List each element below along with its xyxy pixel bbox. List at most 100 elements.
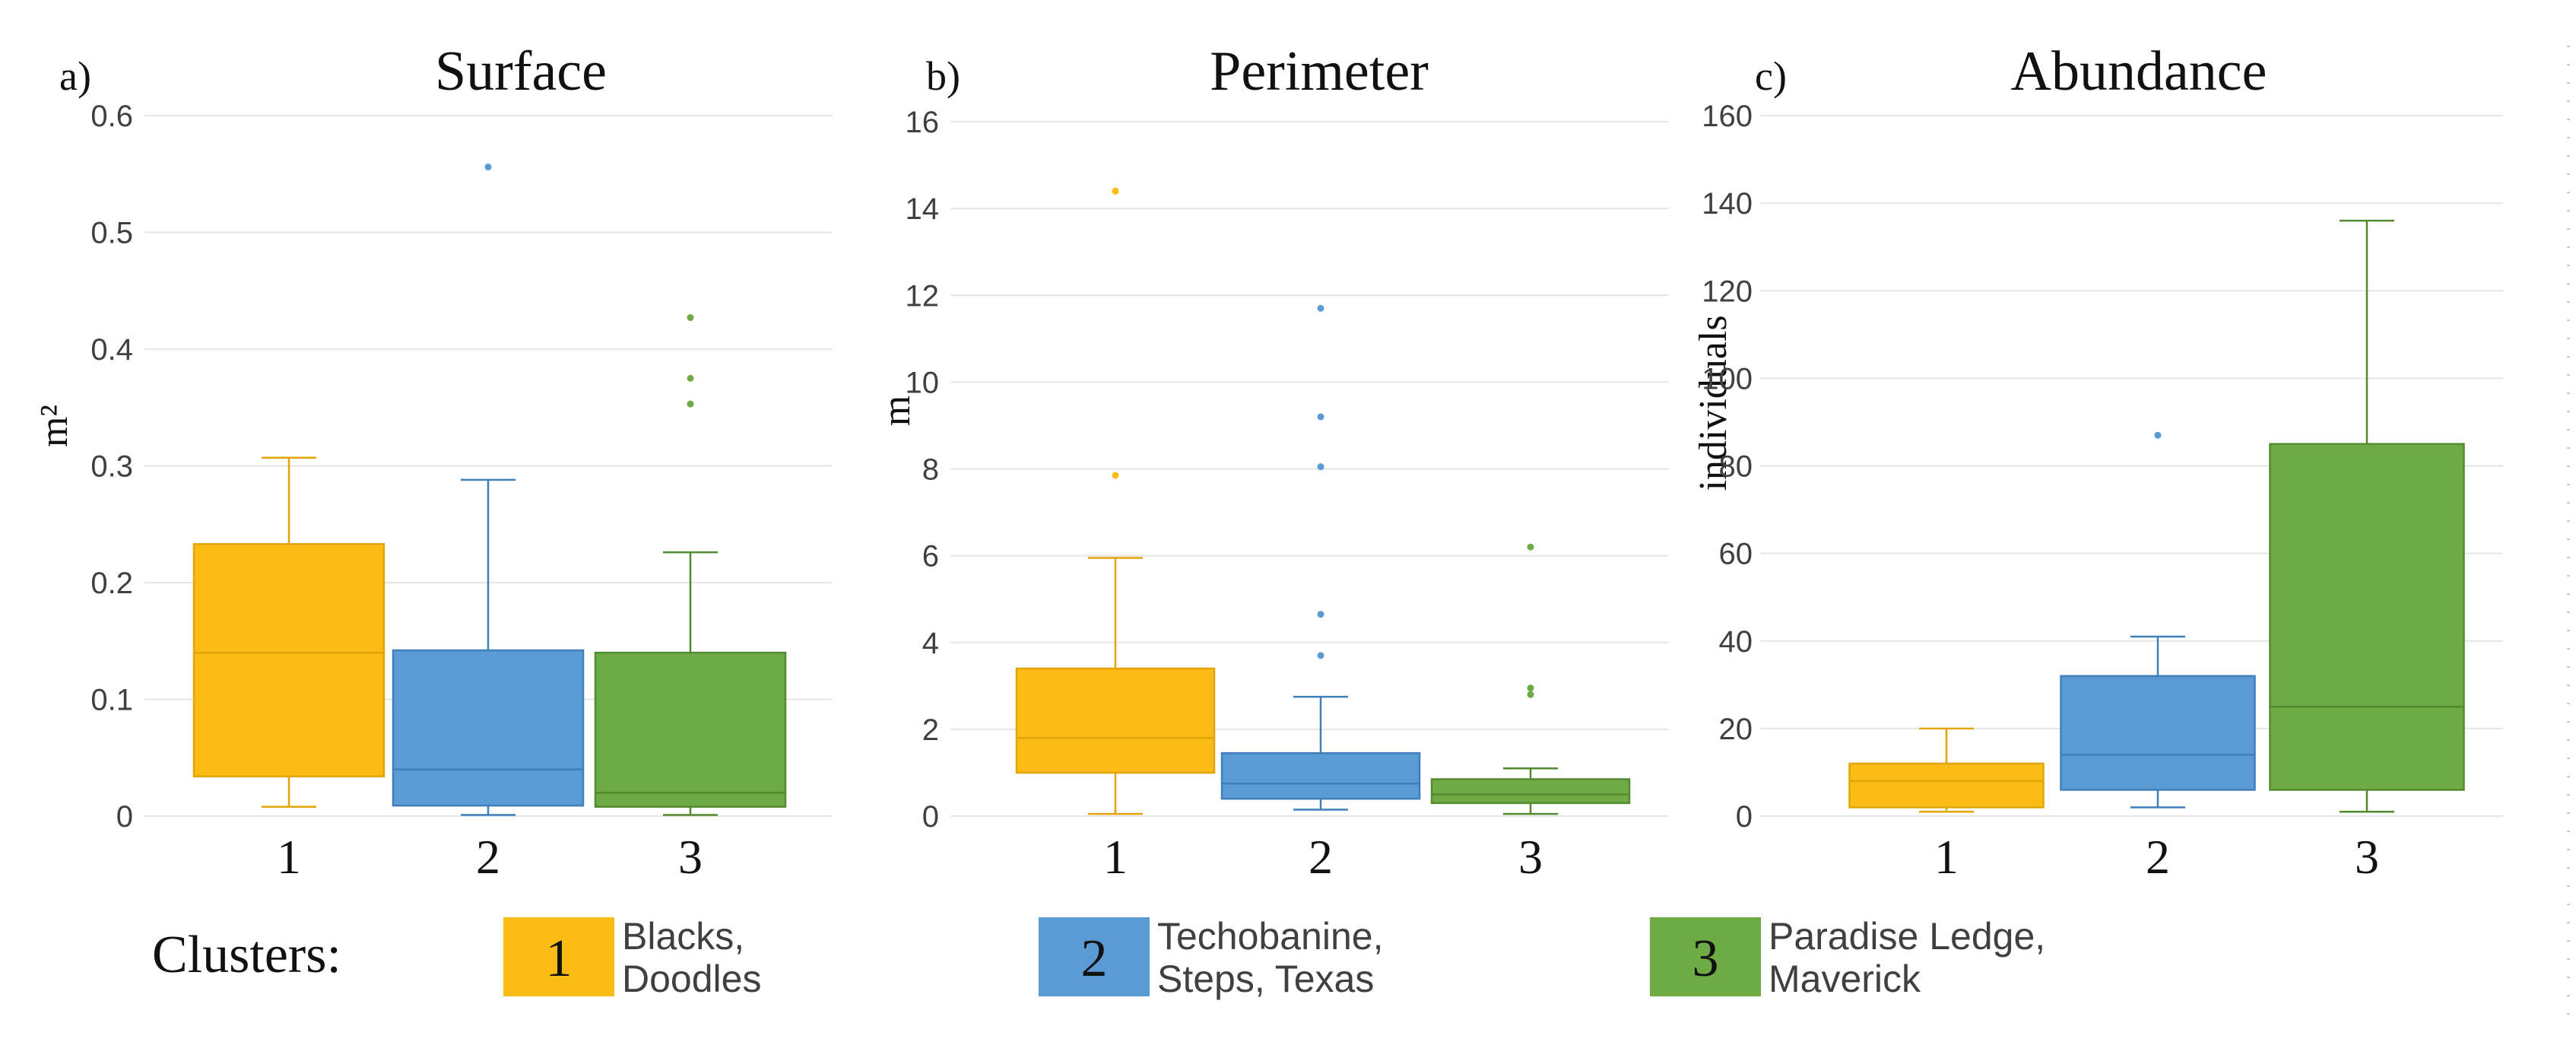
legend-label-line1: Blacks, xyxy=(622,915,744,958)
y-tick-label: 40 xyxy=(1719,625,1753,659)
outlier-point xyxy=(484,164,492,171)
box-iqr xyxy=(1430,778,1631,805)
y-tick-label: 120 xyxy=(1702,275,1753,308)
outlier-point xyxy=(1527,691,1534,698)
box-cluster-1 xyxy=(192,456,385,808)
outlier-point xyxy=(1527,685,1534,692)
legend-swatch-number: 3 xyxy=(1692,929,1719,988)
y-tick-label: 2 xyxy=(922,713,939,747)
outlier-point xyxy=(687,400,694,408)
y-tick-label: 20 xyxy=(1719,713,1753,746)
x-tick-label: 1 xyxy=(1103,830,1128,884)
legend-label-line1: Techobanine, xyxy=(1157,915,1383,958)
legend-swatch-number: 1 xyxy=(546,929,573,988)
box-cluster-1 xyxy=(1015,187,1216,815)
x-tick-labels: 1 2 3 xyxy=(277,830,703,884)
legend-title: Clusters: xyxy=(152,926,341,984)
legend-swatch-2 xyxy=(1039,917,1150,996)
outlier-point xyxy=(1317,652,1324,659)
y-tick-label: 0 xyxy=(922,800,939,834)
outlier-point xyxy=(1317,413,1324,421)
y-tick-label: 16 xyxy=(906,106,940,139)
y-tick-label: 0.5 xyxy=(90,217,133,250)
box-cluster-1 xyxy=(1848,727,2045,813)
box-iqr xyxy=(392,649,585,807)
y-tick-label: 10 xyxy=(906,366,940,399)
x-tick-label: 3 xyxy=(2355,830,2379,884)
chart-title: Abundance xyxy=(2011,40,2267,103)
x-tick-label: 2 xyxy=(476,830,500,884)
box-plots xyxy=(192,164,787,816)
x-tick-label: 1 xyxy=(1934,830,1959,884)
box-cluster-2 xyxy=(2060,431,2256,809)
box-cluster-3 xyxy=(2269,219,2465,813)
panel-surface: a) Surface m² 0 0.1 0.2 0.3 0.4 0.5 0.6 1 2 3 xyxy=(33,40,833,884)
x-tick-labels: 1 2 3 xyxy=(1934,830,2379,884)
chart-title: Surface xyxy=(435,40,607,103)
box-cluster-3 xyxy=(594,314,787,816)
outlier-point xyxy=(1112,472,1119,479)
y-tick-label: 100 xyxy=(1702,362,1753,396)
box-iqr xyxy=(192,543,385,778)
y-tick-labels: 0 2 4 6 8 10 12 14 16 xyxy=(906,106,940,834)
box-cluster-2 xyxy=(392,164,585,816)
legend: Clusters: 1 Blacks, Doodles 2 Techobanin… xyxy=(152,915,2045,1000)
outlier-point xyxy=(2154,431,2162,439)
x-tick-label: 3 xyxy=(678,830,703,884)
y-tick-label: 60 xyxy=(1719,538,1753,571)
legend-swatch-3 xyxy=(1650,917,1761,996)
y-tick-label: 0.3 xyxy=(90,450,133,484)
x-tick-labels: 1 2 3 xyxy=(1103,830,1543,884)
y-tick-label: 6 xyxy=(922,540,939,573)
x-tick-label: 1 xyxy=(277,830,301,884)
y-tick-label: 4 xyxy=(922,627,939,660)
y-tick-label: 8 xyxy=(922,453,939,487)
outlier-point xyxy=(687,374,694,382)
box-iqr xyxy=(2269,443,2465,791)
outlier-point xyxy=(1527,543,1534,551)
y-tick-label: 0.1 xyxy=(90,684,133,717)
outlier-point xyxy=(1112,187,1119,195)
chart-title: Perimeter xyxy=(1210,40,1429,103)
outlier-point xyxy=(1317,304,1324,312)
legend-label-line2: Steps, Texas xyxy=(1157,958,1374,1000)
panel-abundance: c) Abundance individuals 0 20 40 60 80 100 120… xyxy=(1692,40,2503,884)
y-tick-label: 0.6 xyxy=(90,100,133,133)
outlier-point xyxy=(1317,611,1324,618)
box-iqr xyxy=(1220,752,1421,800)
y-tick-label: 14 xyxy=(906,192,940,226)
box-cluster-3 xyxy=(1430,543,1631,815)
legend-item-2: 2 Techobanine, Steps, Texas xyxy=(1039,915,1383,1000)
legend-label-line2: Maverick xyxy=(1769,958,1921,1000)
y-tick-label: 0 xyxy=(1736,800,1753,834)
y-tick-label: 80 xyxy=(1719,450,1753,484)
box-iqr xyxy=(594,651,787,808)
outlier-point xyxy=(1317,463,1324,471)
box-iqr xyxy=(2060,675,2256,791)
x-tick-label: 2 xyxy=(1309,830,1333,884)
y-tick-labels: 0 20 40 60 80 100 120 140 160 xyxy=(1702,100,1753,834)
box-plots xyxy=(1015,187,1631,815)
y-axis-label: m² xyxy=(33,405,76,447)
panel-label: a) xyxy=(59,53,91,99)
legend-label-line1: Paradise Ledge, xyxy=(1769,915,2045,958)
legend-swatch-number: 2 xyxy=(1081,929,1108,988)
legend-swatch-1 xyxy=(503,917,614,996)
legend-label-line2: Doodles xyxy=(622,958,761,1000)
y-axis-label: m xyxy=(875,396,918,426)
box-plots xyxy=(1848,219,2465,813)
x-tick-label: 2 xyxy=(2146,830,2170,884)
box-iqr xyxy=(1848,762,2045,809)
box-iqr xyxy=(1015,667,1216,774)
x-tick-label: 3 xyxy=(1518,830,1543,884)
outlier-point xyxy=(687,314,694,322)
box-cluster-2 xyxy=(1220,304,1421,811)
legend-item-3: 3 Paradise Ledge, Maverick xyxy=(1650,915,2045,1000)
legend-item-1: 1 Blacks, Doodles xyxy=(503,915,761,1000)
panel-label: b) xyxy=(926,53,960,99)
panel-label: c) xyxy=(1755,53,1787,99)
y-tick-label: 0.4 xyxy=(90,333,133,367)
y-axis-label: individuals xyxy=(1692,315,1735,491)
